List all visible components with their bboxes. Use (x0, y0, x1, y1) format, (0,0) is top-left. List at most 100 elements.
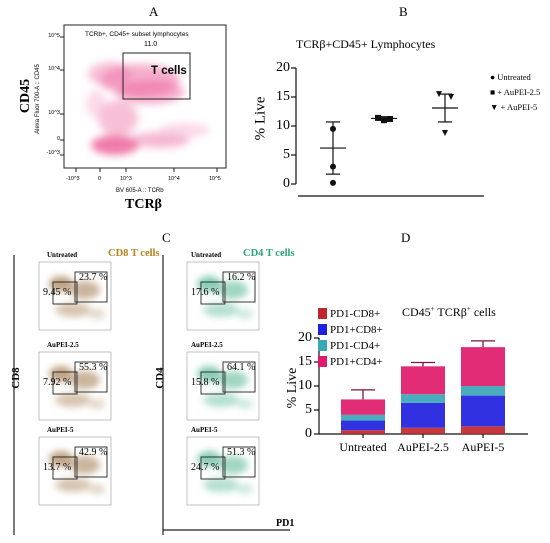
panel-c-condition-label: AuPEI-2.5 (47, 341, 79, 349)
panel-a-gate-label: T cells (151, 65, 187, 77)
panel-c-pct-high: 55.3 % (79, 362, 108, 373)
panel-d-bar-segment (401, 427, 445, 434)
panel-c-pct-high: 23.7 % (79, 272, 108, 283)
panel-c-gate-high (222, 446, 256, 478)
panel-c-cd4-plot (186, 261, 260, 331)
panel-c-cd4-plot (186, 351, 260, 421)
panel-d-x-label: Untreated (339, 440, 387, 454)
panel-b-letter: B (399, 4, 408, 19)
panel-d-bar-segment (341, 399, 385, 415)
panel-b-point (330, 179, 336, 186)
panel-c-gate-high (222, 361, 256, 393)
panel-c-pct-high: 42.9 % (79, 447, 108, 458)
panel-d-legend-item: PD1+CD4+ (318, 354, 383, 370)
panel-c-gate-high (222, 271, 256, 303)
panel-c-condition-label: Untreated (47, 251, 78, 259)
panel-a-letter: A (149, 4, 159, 19)
panel-c-pct-high: 16.2 % (227, 272, 256, 283)
panel-a-y-ticks: 10^5 10^4 10^3 0 -10^3 (46, 33, 60, 156)
panel-b-point (330, 125, 336, 132)
panel-d-legend-label: PD1-CD8+ (330, 308, 381, 320)
panel-c-pct-high: 51.3 % (227, 447, 256, 458)
panel-c-cd4-plot (186, 436, 260, 506)
panel-c-pct-low: 9.45 % (43, 287, 72, 298)
panel-a-x-tick: 10^4 (168, 176, 180, 182)
panel-c-pct-low: 17.6 % (191, 287, 220, 298)
panel-c-pct-low: 7.92 % (43, 377, 72, 388)
panel-d-bar-segment (461, 395, 505, 427)
panel-c-cd4-title: CD4 T cells (243, 248, 295, 259)
panel-c-cd8-plot (38, 261, 112, 331)
panel-d-legend-item: PD1-CD8+ (318, 306, 383, 322)
panel-a-x-tick: 10^5 (209, 176, 221, 182)
panel-b-legend-marker: ● (490, 72, 498, 82)
panel-d-legend-swatch (318, 356, 327, 367)
panel-d-legend: PD1-CD8+ PD1+CD8+ PD1-CD4+ PD1+CD4+ (318, 306, 383, 370)
panel-a-x-tick: 10^3 (120, 176, 132, 182)
panel-b-point (375, 114, 381, 121)
panel-c-gate-low (52, 456, 78, 480)
panel-c-condition-label: AuPEI-5 (191, 426, 218, 434)
panel-c-gate-low (200, 281, 226, 305)
panel-a-ticks (60, 36, 218, 172)
panel-d-legend-item: PD1+CD8+ (318, 322, 383, 338)
panel-c-pct-low: 24.7 % (191, 462, 220, 473)
panel-c-gate-low (52, 281, 78, 305)
panel-a-density (86, 62, 210, 155)
panel-b-title: TCRβ+CD45+ Lymphocytes (296, 37, 436, 51)
panel-c-cd8-title: CD8 T cells (108, 248, 160, 259)
panel-d-x-label: AuPEI-5 (461, 440, 505, 454)
panel-d-legend-label: PD1+CD4+ (330, 356, 383, 368)
panel-c-gate-low (200, 456, 226, 480)
panel-d-legend-label: PD1-CD4+ (330, 340, 381, 352)
panel-b-point (381, 117, 387, 124)
panel-b-legend-label: + AuPEI-5 (500, 102, 538, 112)
panel-b-legend: ● Untreated ■ + AuPEI-2.5 ▼ + AuPEI-5 (490, 70, 540, 115)
panel-a-gate-box (122, 52, 191, 100)
panel-b-legend-item: ● Untreated (490, 70, 540, 85)
panel-b-legend-item: ■ + AuPEI-2.5 (490, 85, 540, 100)
panel-c-gate-high (74, 271, 108, 303)
panel-b-point (330, 163, 336, 170)
panel-b-legend-item: ▼ + AuPEI-5 (490, 100, 540, 115)
panel-a-x-title: TCRβ (125, 197, 162, 212)
panel-d-bar-segment (461, 347, 505, 386)
panel-d-bar-segment (461, 386, 505, 396)
panel-a-x-subtitle: BV 605-A :: TCRb (116, 188, 164, 194)
panel-c-gate-low (52, 371, 78, 395)
panel-c-gate-high (74, 361, 108, 393)
panel-d-bar-segment (401, 402, 445, 428)
panel-d-legend-swatch (318, 340, 327, 351)
panel-c-pct-low: 13.7 % (43, 462, 72, 473)
panel-b-legend-marker: ▼ (490, 102, 501, 112)
panel-d-bar-segment (461, 426, 505, 434)
panel-c-condition-label: AuPEI-5 (47, 426, 74, 434)
panel-a-gate-title: TCRb+, CD45+ subset lymphocytes (85, 31, 189, 38)
panel-d-legend-swatch (318, 324, 327, 335)
panel-c-gate-low (200, 371, 226, 395)
panel-b-legend-label: + AuPEI-2.5 (497, 87, 541, 97)
panel-d-legend-label: PD1+CD8+ (330, 324, 383, 336)
panel-d-bar-segment (341, 414, 385, 421)
panel-d-legend-swatch (318, 308, 327, 319)
panel-b-legend-label: Untreated (497, 72, 531, 82)
panel-c-condition-label: Untreated (191, 251, 222, 259)
panel-c-gate-high (74, 446, 108, 478)
panel-d-bar-segment (341, 430, 385, 434)
panel-b-point (436, 91, 442, 98)
panel-b-point (387, 116, 393, 123)
panel-d-bar-segment (401, 366, 445, 395)
panel-c-pct-high: 64.1 % (227, 362, 256, 373)
panel-c-cd8-plot (38, 351, 112, 421)
panel-a-gate-value: 11.0 (144, 41, 158, 48)
panel-b-point (442, 129, 448, 136)
panel-d-letter: D (401, 230, 411, 245)
panel-d-title: CD45+ TCRβ+ cells (402, 305, 496, 319)
panel-c-pct-low: 15.8 % (191, 377, 220, 388)
panel-a-x-tick: 0 (98, 176, 102, 182)
panel-b-point (448, 94, 454, 100)
